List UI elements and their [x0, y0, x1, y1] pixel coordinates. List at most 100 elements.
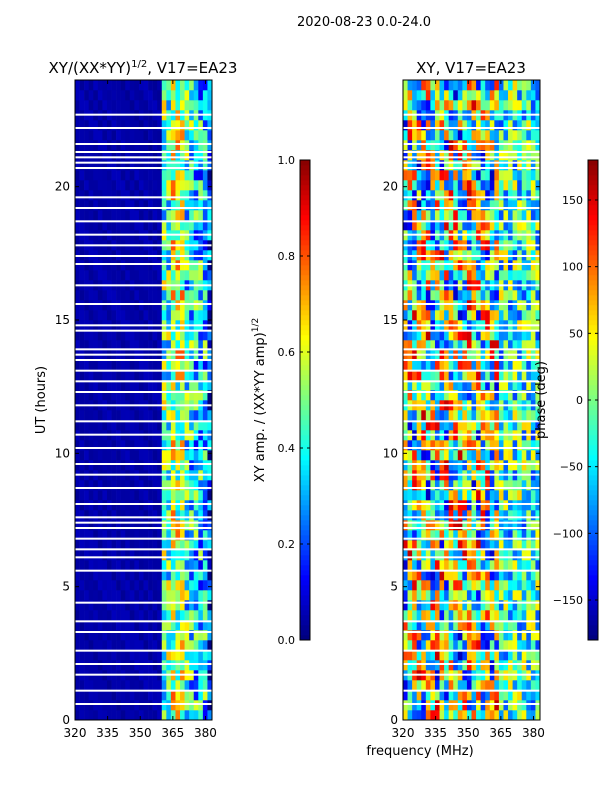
flagged-row: [75, 463, 212, 465]
heatmap-cell: [138, 580, 144, 591]
heatmap-cell: [184, 540, 190, 551]
heatmap-cell: [494, 660, 500, 671]
heatmap-cell: [503, 550, 509, 561]
heatmap-cell: [93, 490, 99, 501]
heatmap-cell: [403, 100, 408, 111]
heatmap-cell: [521, 120, 527, 131]
heatmap-cell: [517, 260, 523, 271]
heatmap-cell: [498, 480, 504, 491]
heatmap-cell: [494, 180, 500, 191]
heatmap-cell: [471, 590, 477, 601]
heatmap-cell: [125, 660, 131, 671]
heatmap-cell: [84, 460, 89, 471]
heatmap-cell: [517, 640, 523, 651]
x-tick-label: 350: [129, 726, 152, 740]
heatmap-cell: [444, 330, 449, 341]
heatmap-cell: [148, 660, 153, 671]
colorbar-segment: [300, 505, 310, 511]
heatmap-cell: [138, 120, 144, 131]
heatmap-cell: [88, 710, 94, 721]
heatmap-cell: [425, 530, 431, 541]
flagged-row: [75, 113, 212, 116]
heatmap-cell: [193, 630, 199, 641]
heatmap-cell: [526, 620, 532, 631]
heatmap-cell: [521, 680, 527, 691]
heatmap-cell: [198, 690, 204, 701]
heatmap-cell: [434, 680, 440, 691]
heatmap-cell: [106, 90, 112, 101]
heatmap-cell: [485, 630, 491, 641]
heatmap-cell: [489, 550, 495, 561]
heatmap-cell: [152, 440, 158, 451]
heatmap-cell: [471, 260, 477, 271]
heatmap-cell: [508, 140, 513, 151]
flagged-row: [403, 631, 540, 633]
heatmap-cell: [535, 170, 541, 181]
heatmap-cell: [88, 500, 94, 511]
heatmap-cell: [430, 640, 436, 651]
heatmap-cell: [466, 420, 472, 431]
heatmap-cell: [521, 580, 527, 591]
heatmap-cell: [526, 420, 532, 431]
heatmap-cell: [75, 120, 80, 131]
heatmap-cell: [84, 420, 89, 431]
heatmap-cell: [120, 360, 126, 371]
heatmap-cell: [462, 260, 468, 271]
heatmap-cell: [198, 200, 204, 211]
heatmap-cell: [148, 90, 153, 101]
heatmap-cell: [448, 130, 454, 141]
colorbar-segment: [588, 535, 598, 541]
heatmap-cell: [453, 490, 459, 501]
flagged-row: [75, 329, 212, 332]
heatmap-cell: [430, 570, 436, 581]
heatmap-cell: [407, 130, 413, 141]
heatmap-cell: [508, 410, 513, 421]
heatmap-cell: [143, 120, 149, 131]
heatmap-cell: [111, 100, 117, 111]
heatmap-cell: [189, 180, 195, 191]
colorbar-segment: [588, 485, 598, 491]
heatmap-cell: [412, 690, 417, 701]
heatmap-cell: [425, 270, 431, 281]
colorbar-segment: [300, 515, 310, 521]
colorbar-segment: [588, 185, 598, 191]
heatmap-cell: [503, 290, 509, 301]
heatmap-cell: [79, 260, 85, 271]
heatmap-cell: [129, 710, 135, 721]
heatmap-cell: [466, 260, 472, 271]
heatmap-cell: [453, 660, 459, 671]
heatmap-cell: [111, 680, 117, 691]
heatmap-cell: [157, 590, 163, 601]
heatmap-cell: [161, 360, 167, 371]
colorbar-tick-label: 1.0: [278, 154, 296, 167]
heatmap-cell: [521, 660, 527, 671]
heatmap-cell: [170, 210, 176, 221]
heatmap-cell: [403, 370, 408, 381]
heatmap-cell: [434, 90, 440, 101]
heatmap-cell: [512, 650, 518, 661]
heatmap-cell: [161, 480, 167, 491]
heatmap-cell: [407, 630, 413, 641]
heatmap-cell: [448, 120, 454, 131]
heatmap-cell: [138, 300, 144, 311]
flagged-row: [403, 620, 540, 623]
heatmap-cell: [79, 130, 85, 141]
heatmap-cell: [175, 680, 181, 691]
heatmap-cell: [198, 170, 204, 181]
flagged-row: [403, 220, 540, 223]
heatmap-cell: [480, 520, 486, 531]
heatmap-cell: [448, 150, 454, 161]
heatmap-cell: [120, 380, 126, 391]
heatmap-cell: [416, 710, 422, 721]
heatmap-cell: [152, 210, 158, 221]
heatmap-cell: [75, 610, 80, 621]
flagged-row: [403, 516, 540, 519]
colorbar-segment: [300, 345, 310, 351]
heatmap-cell: [102, 580, 108, 591]
heatmap-cell: [462, 570, 468, 581]
heatmap-cell: [75, 440, 80, 451]
heatmap-cell: [503, 310, 509, 321]
heatmap-cell: [202, 80, 208, 91]
heatmap-cell: [530, 540, 536, 551]
